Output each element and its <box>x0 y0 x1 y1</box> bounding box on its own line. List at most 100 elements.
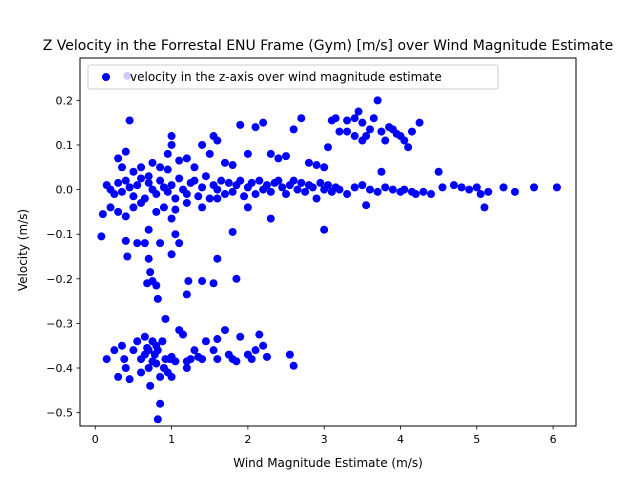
data-point <box>120 355 129 364</box>
data-point <box>388 185 397 194</box>
data-point <box>175 174 184 183</box>
data-point <box>190 176 199 185</box>
y-tick-label: −0.1 <box>46 228 73 241</box>
data-point <box>201 172 210 181</box>
y-tick-label: −0.2 <box>46 273 73 286</box>
data-point <box>213 335 222 344</box>
data-point <box>438 183 447 192</box>
data-point <box>530 183 539 192</box>
data-point <box>373 187 382 196</box>
data-point <box>331 114 340 123</box>
data-point <box>377 127 386 136</box>
data-point <box>152 207 161 216</box>
data-point <box>205 194 214 203</box>
data-point <box>182 290 191 299</box>
data-point <box>121 236 130 245</box>
data-point <box>232 274 241 283</box>
data-point <box>133 239 142 248</box>
data-point <box>179 330 188 339</box>
data-point <box>411 190 420 199</box>
data-point <box>297 114 306 123</box>
data-point <box>484 187 493 196</box>
data-point <box>163 187 172 196</box>
data-point <box>158 337 167 346</box>
data-point <box>182 154 191 163</box>
data-point <box>117 187 126 196</box>
data-point <box>350 114 359 123</box>
data-point <box>144 225 153 234</box>
data-point <box>144 172 153 181</box>
y-axis-ticks: −0.5 −0.4 −0.3 −0.2 −0.1 0.0 0.1 0.2 <box>46 94 80 420</box>
data-point <box>247 355 256 364</box>
data-point <box>335 185 344 194</box>
data-point <box>121 364 130 373</box>
data-point <box>213 185 222 194</box>
data-point <box>167 372 176 381</box>
data-point <box>373 96 382 105</box>
data-point <box>228 187 237 196</box>
data-point <box>184 277 193 286</box>
data-point <box>114 154 123 163</box>
data-point <box>251 190 260 199</box>
data-point <box>251 123 260 132</box>
data-point <box>156 239 165 248</box>
data-point <box>194 192 203 201</box>
x-axis-label: Wind Magnitude Estimate (m/s) <box>233 456 423 470</box>
data-point <box>186 355 195 364</box>
data-point <box>163 165 172 174</box>
data-point <box>465 185 474 194</box>
data-point <box>117 341 126 350</box>
data-point <box>152 281 161 290</box>
data-point <box>278 183 287 192</box>
data-point <box>419 187 428 196</box>
data-points <box>97 71 561 424</box>
data-point <box>209 346 218 355</box>
y-tick-label: −0.3 <box>46 317 73 330</box>
data-point <box>148 158 157 167</box>
data-point <box>140 350 149 359</box>
data-point <box>247 178 256 187</box>
data-point <box>98 210 107 219</box>
data-point <box>171 357 180 366</box>
data-point <box>137 198 146 207</box>
data-point <box>152 341 161 350</box>
data-point <box>407 127 416 136</box>
data-point <box>499 183 508 192</box>
data-point <box>209 279 218 288</box>
data-point <box>137 368 146 377</box>
data-point <box>365 125 374 134</box>
data-point <box>125 183 134 192</box>
data-point <box>144 254 153 263</box>
data-point <box>156 399 165 408</box>
data-point <box>308 183 317 192</box>
data-point <box>129 346 138 355</box>
y-tick-label: −0.5 <box>46 407 73 420</box>
data-point <box>400 136 409 145</box>
data-point <box>198 140 207 149</box>
data-point <box>171 205 180 214</box>
x-tick-label: 1 <box>168 433 175 446</box>
data-point <box>220 190 229 199</box>
data-point <box>123 252 132 261</box>
data-point <box>129 203 138 212</box>
data-point <box>171 230 180 239</box>
data-point <box>236 332 245 341</box>
data-point <box>243 149 252 158</box>
data-point <box>358 181 367 190</box>
data-point <box>274 154 283 163</box>
data-point <box>228 161 237 170</box>
data-point <box>190 346 199 355</box>
data-point <box>301 187 310 196</box>
data-point <box>320 163 329 172</box>
data-point <box>182 364 191 373</box>
x-tick-label: 3 <box>321 433 328 446</box>
legend-box <box>87 64 499 90</box>
data-point <box>427 190 436 199</box>
y-axis-label: Velocity (m/s) <box>16 209 30 291</box>
data-point <box>369 114 378 123</box>
data-point <box>354 107 363 116</box>
data-point <box>117 163 126 172</box>
data-point <box>350 183 359 192</box>
data-point <box>316 178 325 187</box>
